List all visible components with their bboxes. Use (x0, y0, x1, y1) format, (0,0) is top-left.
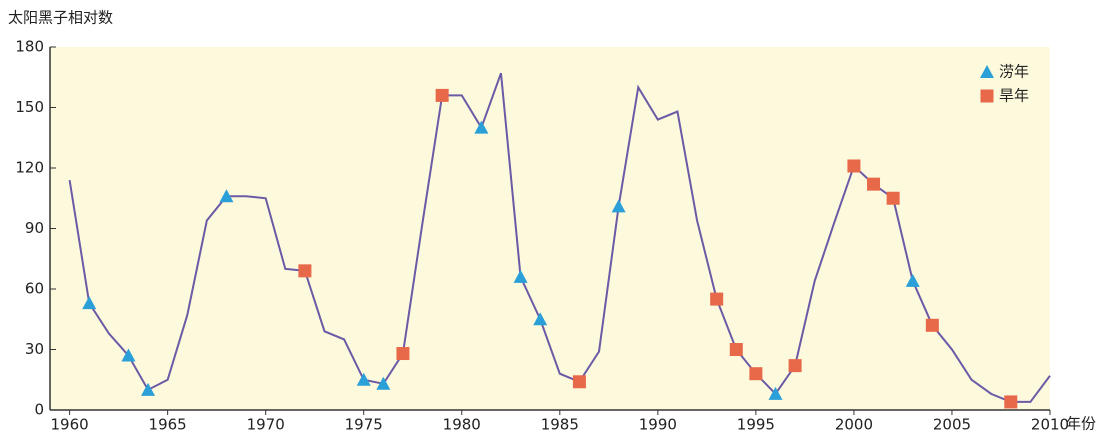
x-tick-label: 1975 (345, 416, 383, 434)
x-axis-label: 年份 (1066, 415, 1096, 433)
sunspot-line (68, 72, 1051, 403)
x-tick-label: 2010 (1031, 416, 1069, 434)
y-tick-label: 150 (15, 98, 44, 116)
flood-marker (376, 376, 391, 390)
legend-label: 涝年 (999, 63, 1029, 81)
flood-marker (219, 189, 234, 203)
drought-marker (396, 347, 410, 361)
drought-marker (749, 367, 763, 381)
x-tick-label: 1980 (443, 416, 481, 434)
y-tick-label: 0 (34, 401, 44, 419)
y-axis-label: 太阳黑子相对数 (8, 9, 113, 27)
flood-marker (474, 120, 489, 134)
legend-label: 旱年 (999, 87, 1029, 105)
drought-marker (788, 359, 802, 373)
x-tick-label: 1965 (149, 416, 187, 434)
y-tick-label: 120 (15, 159, 44, 177)
flood-marker (905, 273, 920, 287)
flood-marker (533, 312, 548, 326)
drought-marker (298, 264, 312, 278)
x-tick-label: 1970 (247, 416, 285, 434)
flood-marker (356, 372, 371, 386)
drought-marker (435, 88, 449, 102)
drought-marker (1004, 395, 1018, 409)
y-tick-label: 90 (25, 219, 44, 237)
drought-marker (867, 177, 881, 191)
x-tick-label: 1985 (541, 416, 579, 434)
plot-background (50, 47, 1050, 410)
x-tick-label: 1990 (639, 416, 677, 434)
y-tick-label: 30 (25, 340, 44, 358)
y-tick-label: 180 (15, 38, 44, 56)
legend-marker (980, 65, 994, 78)
flood-marker (611, 199, 626, 213)
drought-marker (886, 191, 900, 205)
drought-marker (572, 375, 586, 389)
x-tick-label: 2005 (933, 416, 971, 434)
flood-marker (513, 269, 528, 283)
x-tick-label: 2000 (835, 416, 873, 434)
flood-marker (82, 296, 97, 310)
x-tick-label: 1960 (51, 416, 89, 434)
y-tick-label: 60 (25, 280, 44, 298)
flood-marker (768, 386, 783, 400)
drought-marker (729, 343, 743, 356)
x-tick-label: 1995 (737, 416, 775, 434)
flood-marker (141, 382, 156, 396)
flood-marker (121, 348, 136, 362)
drought-marker (847, 159, 861, 173)
drought-marker (710, 292, 724, 306)
drought-marker (925, 318, 939, 332)
legend-marker (980, 89, 994, 103)
